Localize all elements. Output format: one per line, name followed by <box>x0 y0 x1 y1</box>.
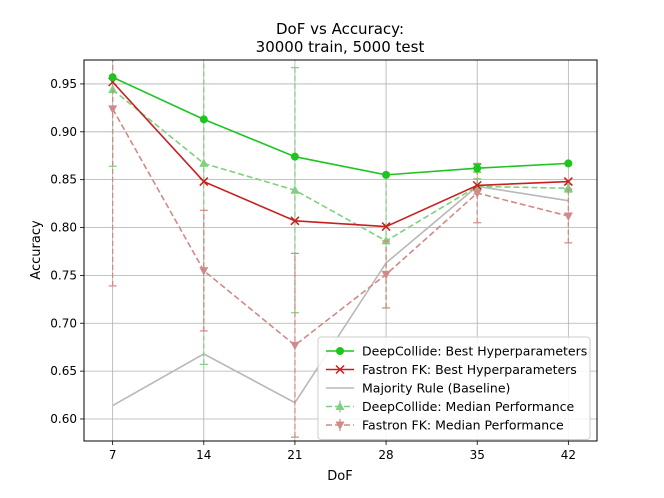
y-tick-label: 0.80 <box>50 221 77 235</box>
y-tick-label: 0.60 <box>50 412 77 426</box>
y-axis-label: Accuracy <box>29 220 44 280</box>
x-tick-label: 7 <box>109 448 117 462</box>
legend-label: Fastron FK: Best Hyperparameters <box>362 362 577 377</box>
data-point <box>290 152 299 161</box>
data-point <box>472 180 482 190</box>
y-tick-label: 0.90 <box>50 125 77 139</box>
axis-ticks: 7 14 21 28 35 42 0.60 0.65 0.70 0.75 0.80 0.85 0.90 0… <box>50 77 576 462</box>
x-tick-label: 35 <box>470 448 485 462</box>
legend-marker <box>336 347 344 355</box>
data-point <box>290 341 300 351</box>
data-point <box>199 115 208 124</box>
chart-title-line1: DoF vs Accuracy: <box>276 20 404 38</box>
legend-item: DeepCollide: Best Hyperparameters <box>326 344 587 359</box>
series-line <box>112 185 569 407</box>
data-point <box>472 189 482 199</box>
legend-marker <box>335 364 345 375</box>
series-4 <box>108 60 573 438</box>
y-tick-label: 0.95 <box>50 77 77 91</box>
data-point <box>473 164 482 173</box>
legend-label: Fastron FK: Median Performance <box>362 418 564 433</box>
y-tick-label: 0.65 <box>50 364 77 378</box>
legend-box <box>317 336 591 440</box>
data-point <box>108 105 118 114</box>
data-point <box>564 159 573 168</box>
series-line <box>112 89 569 242</box>
series-2 <box>112 185 569 407</box>
legend: DeepCollide: Best Hyperparameters Fastron… <box>317 336 591 440</box>
legend-label: DeepCollide: Best Hyperparameters <box>362 344 587 359</box>
y-tick-label: 0.70 <box>50 316 77 330</box>
legend-item: Majority Rule (Baseline) <box>326 381 510 396</box>
x-tick-label: 42 <box>561 448 576 462</box>
data-point <box>290 185 300 194</box>
legend-marker <box>335 421 345 430</box>
data-point <box>563 212 573 222</box>
x-tick-label: 28 <box>378 448 393 462</box>
series-line <box>112 76 569 176</box>
data-point <box>381 235 391 245</box>
legend-item: Fastron FK: Best Hyperparameters <box>326 362 577 377</box>
plot-frame <box>83 59 598 442</box>
y-tick-label: 0.85 <box>50 173 77 187</box>
plot-series <box>108 60 573 438</box>
data-point <box>381 222 391 232</box>
series-0 <box>108 73 573 179</box>
legend-item: DeepCollide: Median Performance <box>326 399 575 414</box>
x-tick-label: 21 <box>287 448 302 462</box>
x-axis-label: DoF <box>327 469 352 484</box>
data-point <box>563 177 573 187</box>
legend-label: Majority Rule (Baseline) <box>362 381 510 396</box>
data-point <box>199 267 209 276</box>
series-1 <box>108 77 573 232</box>
data-point <box>199 177 209 187</box>
data-point <box>199 158 209 167</box>
data-point <box>290 216 300 226</box>
data-point <box>382 170 391 179</box>
y-tick-label: 0.75 <box>50 268 77 282</box>
legend-item: Fastron FK: Median Performance <box>326 418 564 433</box>
chart-title-line2: 30000 train, 5000 test <box>256 38 425 56</box>
data-point <box>381 270 391 280</box>
data-point <box>108 73 117 82</box>
series-line <box>111 108 569 347</box>
legend-marker <box>335 401 345 410</box>
legend-label: DeepCollide: Median Performance <box>362 399 575 414</box>
grid <box>84 60 597 441</box>
x-tick-label: 14 <box>196 448 211 462</box>
series-line <box>112 81 569 228</box>
